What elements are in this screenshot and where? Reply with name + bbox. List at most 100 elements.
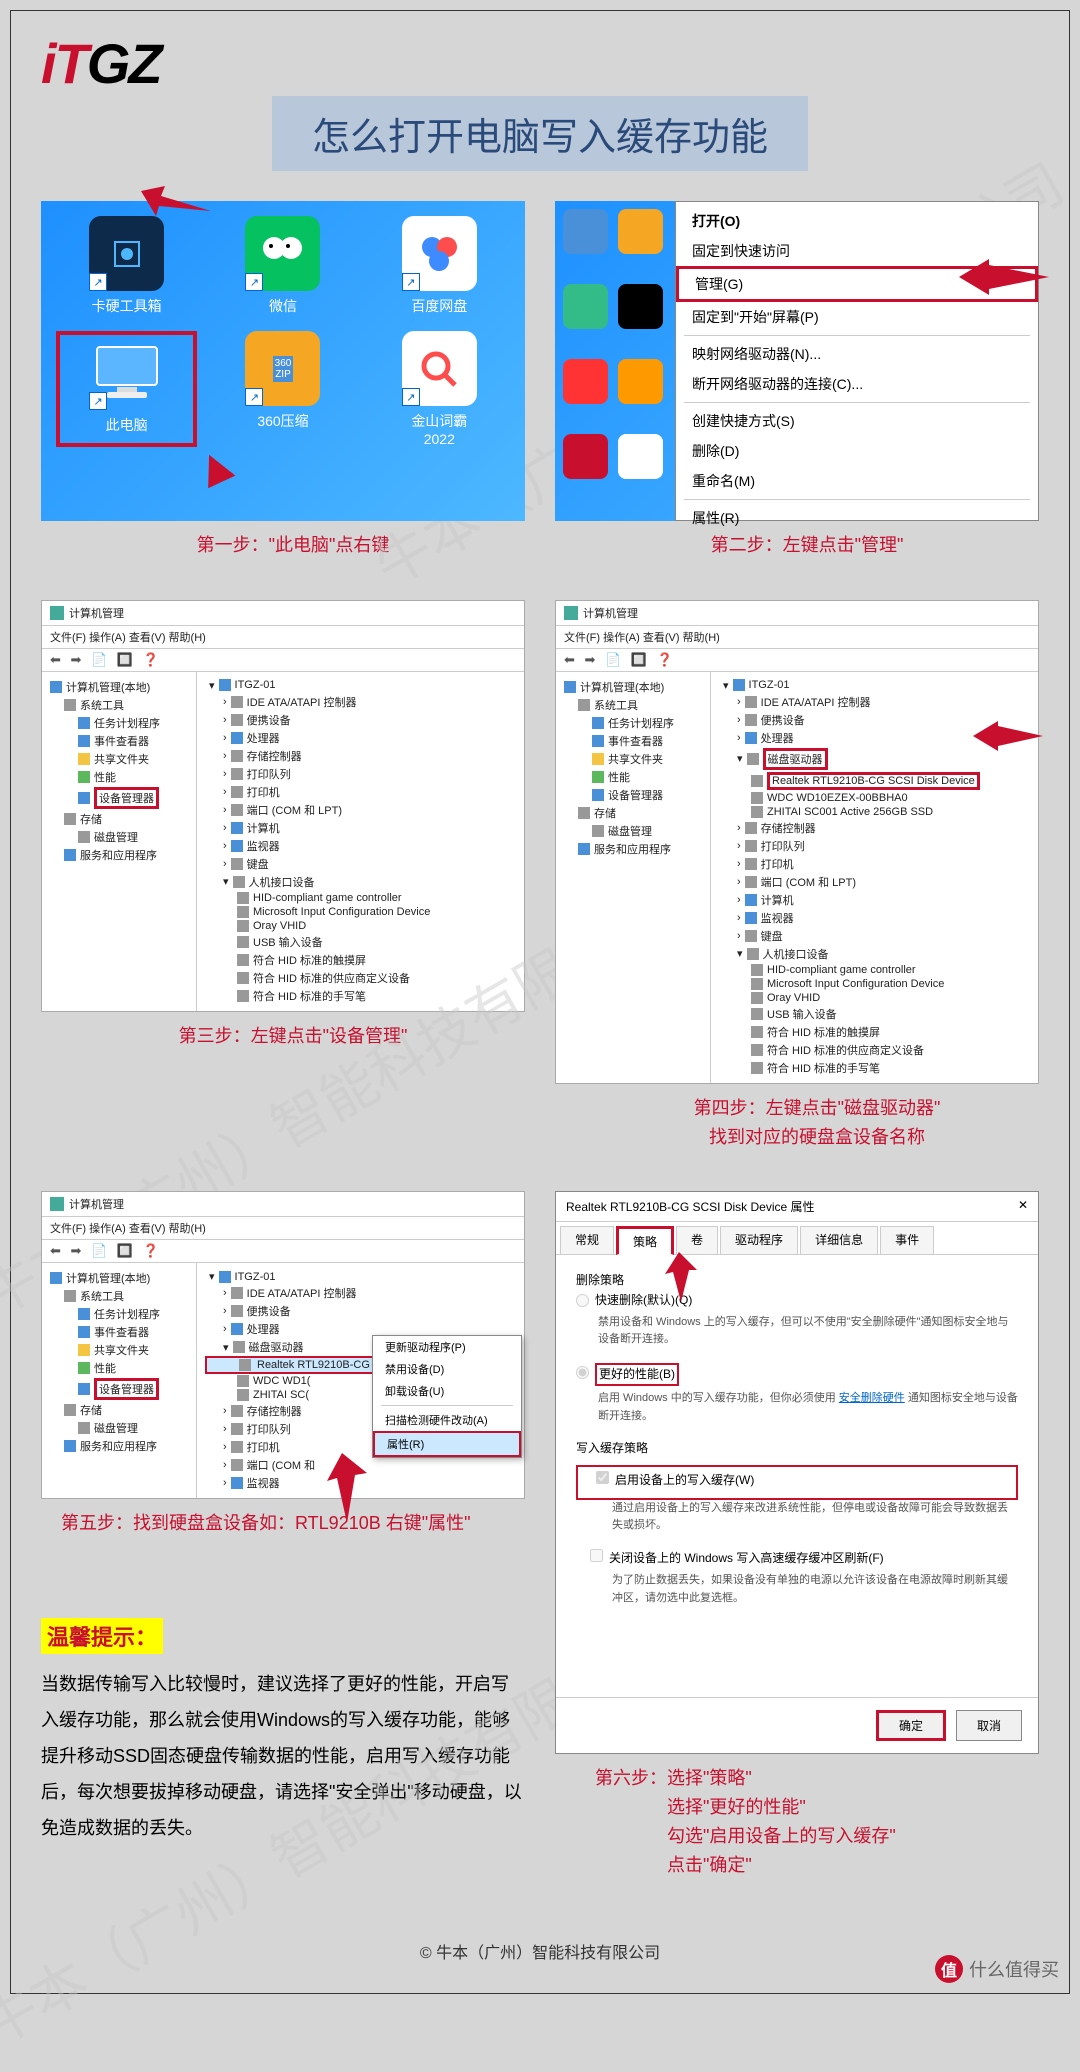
tree-item[interactable]: › 端口 (COM 和 LPT): [205, 801, 516, 819]
cm-open[interactable]: 打开(O): [676, 206, 1038, 236]
desktop-screenshot-2: 打开(O) 固定到快速访问管理(G)固定到"开始"屏幕(P)映射网络驱动器(N)…: [555, 201, 1039, 521]
properties-dialog: Realtek RTL9210B-CG SCSI Disk Device 属性 …: [555, 1191, 1039, 1754]
tree-item[interactable]: › 打印机: [205, 783, 516, 801]
menu-item[interactable]: 属性(R): [373, 1431, 521, 1457]
tree-item[interactable]: › 便携设备: [205, 711, 516, 729]
logo-tgz: GZ: [87, 32, 161, 95]
tab-2[interactable]: 卷: [676, 1226, 718, 1254]
cancel-button[interactable]: 取消: [956, 1710, 1022, 1741]
tree-item[interactable]: 服务和应用程序: [560, 840, 706, 858]
menu-item[interactable]: 断开网络驱动器的连接(C)...: [676, 369, 1038, 399]
menu-item[interactable]: 重命名(M): [676, 466, 1038, 496]
tree-item[interactable]: › IDE ATA/ATAPI 控制器: [719, 693, 1030, 711]
tree-item[interactable]: 系统工具: [46, 696, 192, 714]
mgmt-window-2: 计算机管理 文件(F) 操作(A) 查看(V) 帮助(H) ⬅ ➡ 📄 🔲 ❓ …: [555, 600, 1039, 1084]
radio-quick-remove[interactable]: 快速删除(默认)(Q): [576, 1291, 1018, 1310]
desktop-icon[interactable]: ↗微信: [212, 216, 353, 316]
tab-1[interactable]: 策略: [616, 1226, 674, 1255]
step-6-caption: 第六步：选择"策略" 选择"更好的性能" 勾选"启用设备上的写入缓存" 点击"确…: [555, 1754, 1039, 1899]
tree-item[interactable]: 磁盘管理: [46, 1419, 192, 1437]
tree-item[interactable]: › 存储控制器: [205, 747, 516, 765]
tree-item[interactable]: 性能: [46, 768, 192, 786]
tree-item[interactable]: 共享文件夹: [46, 750, 192, 768]
watermark-icon: 值: [935, 1955, 963, 1983]
menu-item[interactable]: 固定到"开始"屏幕(P): [676, 302, 1038, 332]
tab-4[interactable]: 详细信息: [800, 1226, 878, 1254]
tree-item[interactable]: 事件查看器: [560, 732, 706, 750]
tree-item[interactable]: 磁盘管理: [46, 828, 192, 846]
tree-item[interactable]: 性能: [560, 768, 706, 786]
tree-item[interactable]: › 打印队列: [205, 765, 516, 783]
tree-item[interactable]: 存储: [46, 810, 192, 828]
tree-item[interactable]: › 键盘: [205, 855, 516, 873]
row-1: ↗卡硬工具箱↗微信↗百度网盘 ↗此电脑360ZIP↗360压缩↗金山词霸 2022…: [41, 201, 1039, 580]
menu-item[interactable]: 扫描检测硬件改动(A): [373, 1409, 521, 1431]
tree-item[interactable]: 设备管理器: [46, 786, 192, 810]
check-flush[interactable]: 关闭设备上的 Windows 写入高速缓存缓冲区刷新(F): [576, 1549, 1018, 1568]
tree-item[interactable]: 任务计划程序: [560, 714, 706, 732]
desktop-icon[interactable]: ↗卡硬工具箱: [56, 216, 197, 316]
disk-item[interactable]: ZHITAI SC001 Active 256GB SSD: [719, 805, 1030, 819]
disk-item[interactable]: WDC WD10EZEX-00BBHA0: [719, 791, 1030, 805]
tree-item[interactable]: › 处理器: [205, 729, 516, 747]
menu-item[interactable]: 创建快捷方式(S): [676, 406, 1038, 436]
step-2: 打开(O) 固定到快速访问管理(G)固定到"开始"屏幕(P)映射网络驱动器(N)…: [555, 201, 1039, 580]
menu-item[interactable]: 禁用设备(D): [373, 1358, 521, 1380]
tree-item[interactable]: 设备管理器: [46, 1377, 192, 1401]
logo-i: iT: [41, 32, 87, 95]
tree-item[interactable]: 共享文件夹: [46, 1341, 192, 1359]
tab-5[interactable]: 事件: [880, 1226, 934, 1254]
check-enable-cache[interactable]: 启用设备上的写入缓存(W): [582, 1471, 1012, 1490]
step-4-caption: 第四步：左键点击"磁盘驱动器" 找到对应的硬盘盒设备名称: [555, 1084, 1039, 1172]
tree-item[interactable]: 存储: [46, 1401, 192, 1419]
tree-item[interactable]: 存储: [560, 804, 706, 822]
tree-item[interactable]: 设备管理器: [560, 786, 706, 804]
step-6: Realtek RTL9210B-CG SCSI Disk Device 属性 …: [555, 1191, 1039, 1899]
context-menu: 打开(O) 固定到快速访问管理(G)固定到"开始"屏幕(P)映射网络驱动器(N)…: [675, 201, 1039, 521]
menu-item[interactable]: 属性(R): [676, 503, 1038, 533]
desktop-icon[interactable]: ↗此电脑: [56, 331, 197, 447]
tree-item[interactable]: › 计算机: [205, 819, 516, 837]
tree-item[interactable]: 服务和应用程序: [46, 1437, 192, 1455]
ok-button[interactable]: 确定: [876, 1710, 946, 1741]
props-tabs: 常规策略卷驱动程序详细信息事件: [556, 1222, 1038, 1255]
footer: © 牛本（广州）智能科技有限公司: [41, 1939, 1039, 1963]
policy-header: 删除策略: [576, 1271, 1018, 1290]
desktop-screenshot-1: ↗卡硬工具箱↗微信↗百度网盘 ↗此电脑360ZIP↗360压缩↗金山词霸 2022: [41, 201, 525, 521]
menu-item[interactable]: 卸载设备(U): [373, 1380, 521, 1402]
step-5-caption: 第五步：找到硬盘盒设备如：RTL9210B 右键"属性": [41, 1499, 525, 1558]
tab-0[interactable]: 常规: [560, 1226, 614, 1254]
logo: iTGZ: [41, 31, 1039, 96]
tree-item[interactable]: 事件查看器: [46, 732, 192, 750]
tree-item[interactable]: 共享文件夹: [560, 750, 706, 768]
disk-item[interactable]: Realtek RTL9210B-CG SCSI Disk Device: [719, 771, 1030, 791]
watermark: 值 什么值得买: [935, 1955, 1059, 1983]
tree-item[interactable]: 系统工具: [46, 1287, 192, 1305]
tree-item[interactable]: › 监视器: [205, 837, 516, 855]
watermark-text: 什么值得买: [969, 1956, 1059, 1982]
step-5: 计算机管理 文件(F) 操作(A) 查看(V) 帮助(H) ⬅ ➡ 📄 🔲 ❓ …: [41, 1191, 525, 1846]
row-3: 计算机管理 文件(F) 操作(A) 查看(V) 帮助(H) ⬅ ➡ 📄 🔲 ❓ …: [41, 1191, 1039, 1899]
tree-item[interactable]: › IDE ATA/ATAPI 控制器: [205, 693, 516, 711]
step-1: ↗卡硬工具箱↗微信↗百度网盘 ↗此电脑360ZIP↗360压缩↗金山词霸 2022…: [41, 201, 525, 580]
menu-item[interactable]: 映射网络驱动器(N)...: [676, 339, 1038, 369]
tree-item[interactable]: 性能: [46, 1359, 192, 1377]
step-1-caption: 第一步："此电脑"点右键: [41, 521, 525, 580]
menu-item[interactable]: 删除(D): [676, 436, 1038, 466]
tree-item[interactable]: 任务计划程序: [46, 714, 192, 732]
radio-better-perf[interactable]: 更好的性能(B): [576, 1363, 1018, 1386]
safe-remove-link[interactable]: 安全删除硬件: [839, 1392, 905, 1404]
tree-item[interactable]: 系统工具: [560, 696, 706, 714]
tree-item[interactable]: 事件查看器: [46, 1323, 192, 1341]
desktop-icon[interactable]: 360ZIP↗360压缩: [212, 331, 353, 447]
tree-item[interactable]: 服务和应用程序: [46, 846, 192, 864]
menu-item[interactable]: 更新驱动程序(P): [373, 1336, 521, 1358]
tree-item[interactable]: 磁盘管理: [560, 822, 706, 840]
tree-item[interactable]: 任务计划程序: [46, 1305, 192, 1323]
desktop-icon[interactable]: ↗百度网盘: [369, 216, 510, 316]
desktop-icon[interactable]: ↗金山词霸 2022: [369, 331, 510, 447]
close-icon[interactable]: ✕: [1018, 1198, 1028, 1215]
cache-header: 写入缓存策略: [576, 1439, 1018, 1458]
tab-3[interactable]: 驱动程序: [720, 1226, 798, 1254]
step-3: 计算机管理 文件(F) 操作(A) 查看(V) 帮助(H) ⬅ ➡ 📄 🔲 ❓ …: [41, 600, 525, 1172]
